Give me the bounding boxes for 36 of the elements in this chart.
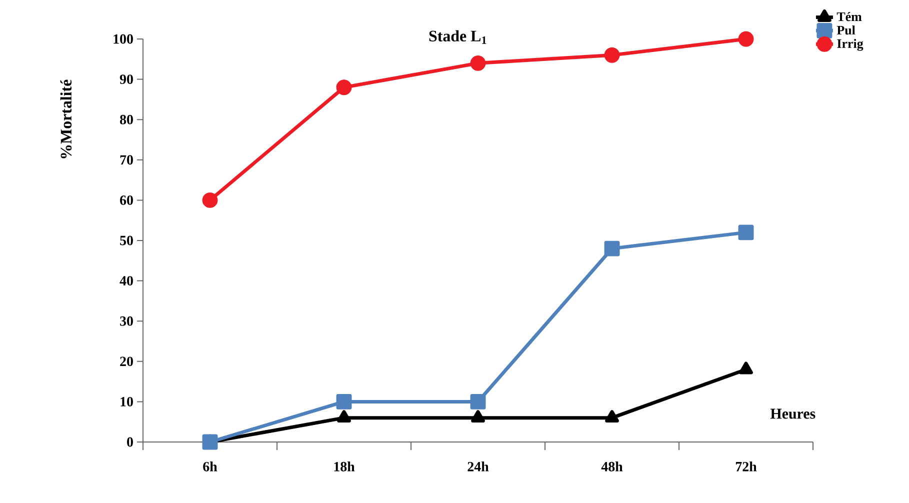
point xyxy=(202,192,218,208)
x-tick-label: 72h xyxy=(736,462,757,472)
point xyxy=(337,410,351,423)
x-tick-label: 18h xyxy=(334,462,355,472)
point xyxy=(470,55,486,71)
chart-title: Stade L$_{1}$ xyxy=(429,30,486,44)
point xyxy=(738,224,754,240)
y-tick-label: 80 xyxy=(120,114,133,124)
point xyxy=(604,240,620,256)
x-tick-label: 24h xyxy=(468,462,489,472)
point xyxy=(336,80,352,96)
legend-label: Irrig xyxy=(837,38,864,51)
y-tick-label: 30 xyxy=(120,316,133,326)
y-tick-label: 60 xyxy=(120,195,133,205)
y-tick-label: 100 xyxy=(114,34,133,44)
y-tick-label: 90 xyxy=(120,74,133,84)
y-tick-label: 40 xyxy=(120,276,133,286)
y-tick-label: 10 xyxy=(120,396,133,406)
x-tick-label: 48h xyxy=(601,462,623,472)
y-tick-label: 70 xyxy=(120,155,133,165)
y-tick-label: 0 xyxy=(127,437,133,447)
legend-label: Pul xyxy=(836,25,856,35)
y-tick-label: 50 xyxy=(120,236,133,246)
point xyxy=(738,31,754,47)
legend-label: Tém xyxy=(836,12,862,22)
point xyxy=(739,362,753,374)
y-tick-label: 20 xyxy=(120,356,133,366)
y-axis-title: %Mortalité xyxy=(60,80,72,158)
point xyxy=(336,394,352,410)
point xyxy=(470,394,486,410)
point xyxy=(605,410,619,423)
point xyxy=(202,434,218,450)
point xyxy=(604,47,620,63)
point xyxy=(471,410,485,423)
x-tick-label: 6h xyxy=(203,462,218,472)
x-axis-title: Heures xyxy=(770,408,816,419)
